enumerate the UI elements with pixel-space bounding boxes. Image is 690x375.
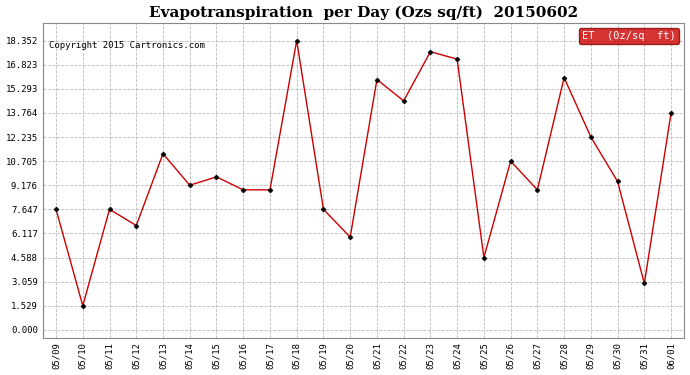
Text: Copyright 2015 Cartronics.com: Copyright 2015 Cartronics.com — [49, 41, 205, 50]
Title: Evapotranspiration  per Day (Ozs sq/ft)  20150602: Evapotranspiration per Day (Ozs sq/ft) 2… — [149, 6, 578, 20]
Legend: ET  (0z/sq  ft): ET (0z/sq ft) — [579, 28, 679, 44]
